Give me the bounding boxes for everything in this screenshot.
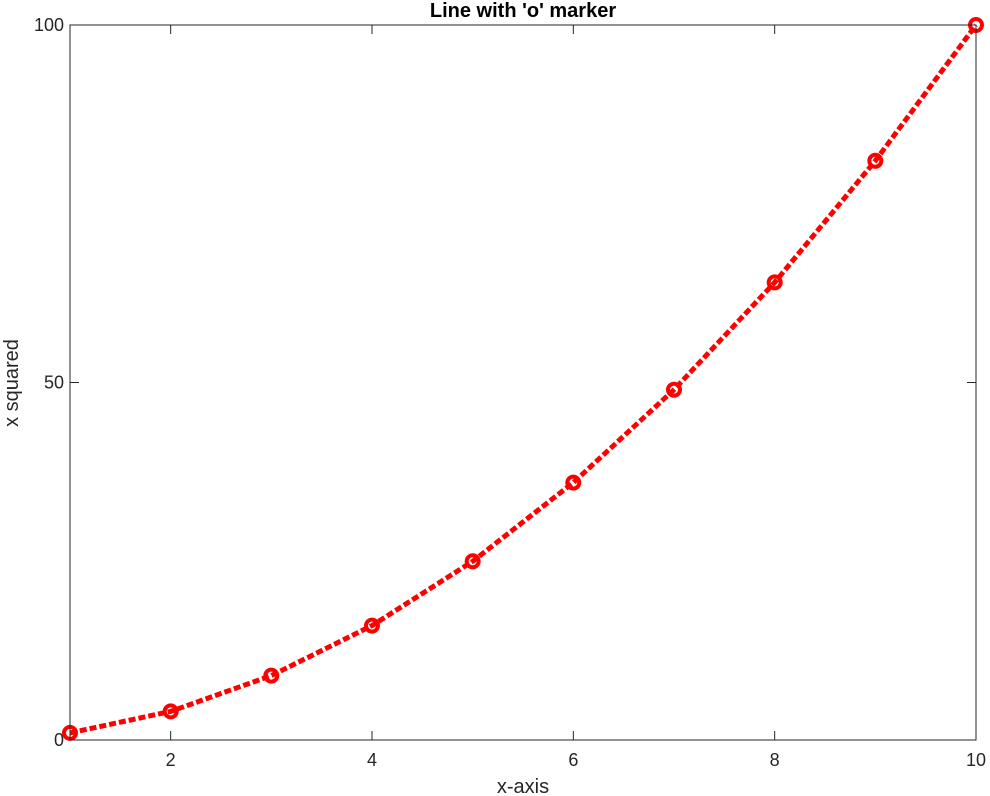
chart-title: Line with 'o' marker	[430, 0, 616, 22]
y-tick-label: 50	[44, 373, 64, 393]
series-point-marker	[766, 274, 783, 291]
series-point-marker	[364, 617, 380, 634]
axes-box	[69, 24, 977, 741]
y-tick-label: 100	[34, 15, 64, 35]
y-tick-label: 0	[54, 730, 64, 750]
x-tick-label: 4	[367, 750, 377, 770]
series-point-marker	[464, 553, 481, 570]
plot-area	[70, 25, 976, 740]
y-axis-label: x squared	[1, 339, 23, 427]
series-point-marker	[666, 381, 682, 398]
x-tick-label: 6	[568, 750, 578, 770]
series-point-marker	[565, 474, 582, 491]
x-tick-label: 10	[966, 750, 986, 770]
x-tick-label: 8	[770, 750, 780, 770]
series-point-marker	[162, 703, 179, 720]
x-tick-label: 2	[166, 750, 176, 770]
series-line	[69, 23, 979, 736]
x-axis-label: x-axis	[497, 776, 549, 796]
series-point-marker	[263, 667, 280, 684]
series-point-marker	[867, 152, 884, 169]
